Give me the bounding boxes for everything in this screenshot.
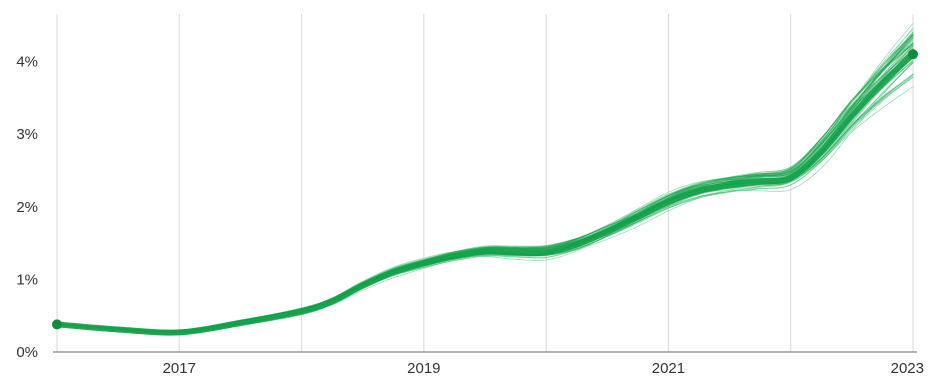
end-point — [908, 49, 918, 60]
start-point — [52, 319, 62, 330]
ensemble-line — [56, 44, 914, 333]
ensemble-line — [56, 61, 914, 335]
y-tick-label: 1% — [16, 271, 38, 288]
x-tick-label: 2017 — [163, 360, 196, 377]
ensemble-line — [56, 62, 914, 335]
ensemble-line — [56, 74, 914, 334]
ensemble-line — [56, 74, 914, 335]
ensemble-line — [56, 86, 914, 335]
ensemble-line — [56, 54, 914, 334]
ensemble-line — [56, 59, 914, 334]
ensemble-line — [56, 57, 914, 333]
ensemble-line — [56, 51, 914, 332]
y-tick-label: 2% — [16, 199, 38, 216]
x-tick-label: 2021 — [652, 360, 685, 377]
y-tick-label: 4% — [16, 54, 38, 71]
ensemble-line — [56, 39, 914, 332]
ensemble-line — [56, 39, 914, 332]
ensemble-line — [56, 74, 914, 335]
ensemble-line — [56, 60, 914, 334]
ensemble-line — [56, 38, 914, 333]
x-tick-label: 2023 — [891, 360, 924, 377]
ensemble-line — [56, 45, 914, 333]
ensemble-line — [56, 47, 914, 334]
y-tick-label: 0% — [16, 344, 38, 361]
ensemble-line — [56, 52, 914, 333]
ensemble-line — [56, 76, 914, 334]
ensemble-line — [56, 53, 914, 334]
ensemble-line — [56, 73, 914, 335]
ensemble-line — [56, 42, 914, 333]
ensemble-line — [56, 50, 914, 333]
y-tick-label: 3% — [16, 126, 38, 143]
ensemble-line — [56, 43, 914, 332]
y-axis: 0% 1% 2% 3% 4% — [16, 54, 38, 361]
x-axis: 2017 2019 2021 2023 — [163, 360, 924, 377]
vertical-grid — [53, 14, 917, 353]
median-series — [52, 49, 918, 336]
median-line — [54, 51, 916, 336]
x-tick-label: 2019 — [407, 360, 440, 377]
